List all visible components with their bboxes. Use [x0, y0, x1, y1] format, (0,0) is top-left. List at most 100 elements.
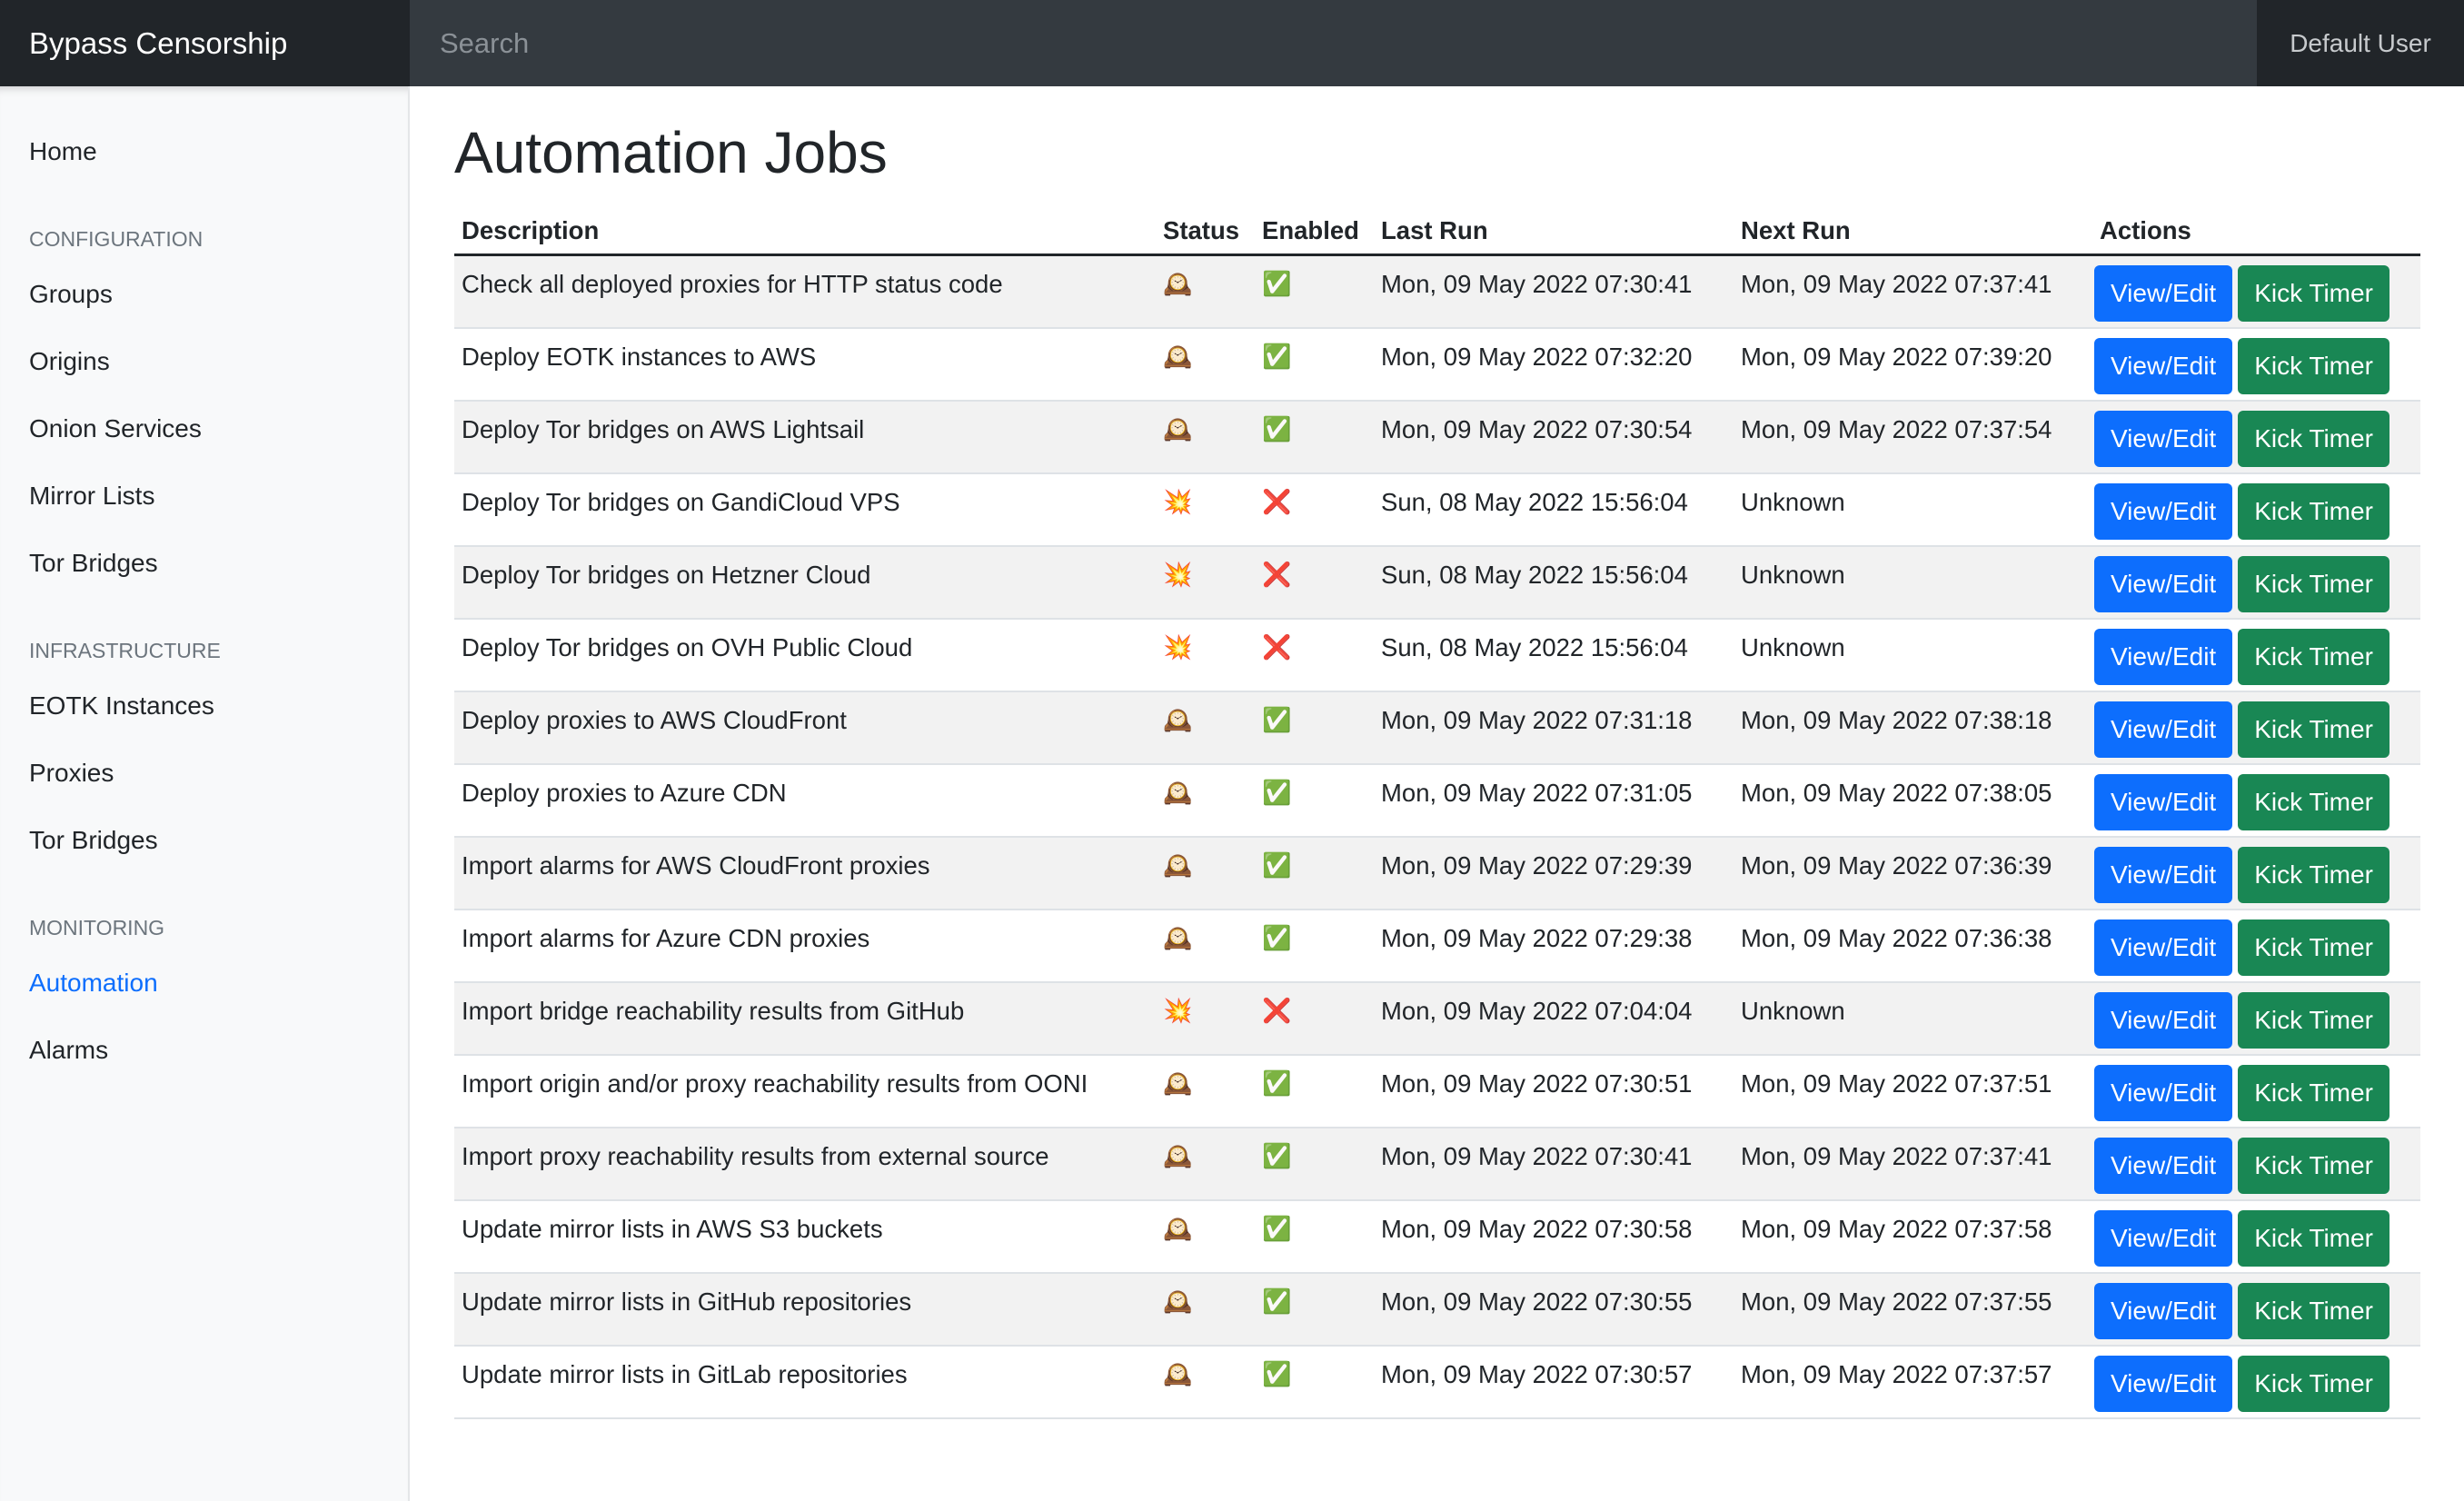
view-edit-button[interactable]: View/Edit [2094, 1064, 2233, 1121]
last-run: Mon, 09 May 2022 07:31:18 [1374, 691, 1734, 765]
column-header: Description [454, 207, 1156, 256]
kick-timer-button[interactable]: Kick Timer [2238, 701, 2389, 758]
view-edit-button[interactable]: View/Edit [2094, 265, 2233, 322]
kick-timer-button[interactable]: Kick Timer [2238, 265, 2389, 322]
last-run: Mon, 09 May 2022 07:32:20 [1374, 327, 1734, 402]
status-icon: 💥 [1156, 981, 1255, 1056]
nav-link[interactable]: Onion Services [29, 414, 202, 442]
search-input[interactable] [410, 0, 2257, 86]
status-icon: 🕰️ [1156, 254, 1255, 329]
job-description: Check all deployed proxies for HTTP stat… [454, 254, 1156, 329]
view-edit-button[interactable]: View/Edit [2094, 1137, 2233, 1194]
job-description: Deploy EOTK instances to AWS [454, 327, 1156, 402]
enabled-icon: ✅ [1255, 1199, 1374, 1274]
last-run: Mon, 09 May 2022 07:30:58 [1374, 1199, 1734, 1274]
status-icon: 🕰️ [1156, 763, 1255, 838]
enabled-icon: ✅ [1255, 1272, 1374, 1347]
kick-timer-button[interactable]: Kick Timer [2238, 991, 2389, 1049]
view-edit-button[interactable]: View/Edit [2094, 555, 2233, 612]
next-run: Mon, 09 May 2022 07:36:38 [1734, 909, 2092, 983]
actions-cell: View/Edit Kick Timer [2092, 1272, 2420, 1347]
kick-timer-button[interactable]: Kick Timer [2238, 1064, 2389, 1121]
kick-timer-button[interactable]: Kick Timer [2238, 628, 2389, 685]
table-row: Import alarms for AWS CloudFront proxies… [454, 836, 2420, 910]
header-row: Description Status Enabled Last Run Next Run… [454, 207, 2420, 256]
view-edit-button[interactable]: View/Edit [2094, 991, 2233, 1049]
actions-cell: View/Edit Kick Timer [2092, 400, 2420, 474]
status-icon: 💥 [1156, 472, 1255, 547]
nav-link[interactable]: Automation [29, 969, 158, 997]
view-edit-button[interactable]: View/Edit [2094, 701, 2233, 758]
enabled-icon: ✅ [1255, 691, 1374, 765]
view-edit-button[interactable]: View/Edit [2094, 1282, 2233, 1339]
view-edit-button[interactable]: View/Edit [2094, 337, 2233, 394]
kick-timer-button[interactable]: Kick Timer [2238, 555, 2389, 612]
job-description: Update mirror lists in AWS S3 buckets [454, 1199, 1156, 1274]
column-header: Last Run [1374, 207, 1734, 256]
kick-timer-button[interactable]: Kick Timer [2238, 1137, 2389, 1194]
job-description: Deploy Tor bridges on GandiCloud VPS [454, 472, 1156, 547]
kick-timer-button[interactable]: Kick Timer [2238, 1209, 2389, 1267]
kick-timer-button[interactable]: Kick Timer [2238, 919, 2389, 976]
last-run: Mon, 09 May 2022 07:30:57 [1374, 1345, 1734, 1419]
actions-cell: View/Edit Kick Timer [2092, 1054, 2420, 1128]
enabled-icon: ✅ [1255, 836, 1374, 910]
kick-timer-button[interactable]: Kick Timer [2238, 410, 2389, 467]
table-row: Update mirror lists in GitHub repositori… [454, 1272, 2420, 1347]
enabled-icon: ✅ [1255, 1054, 1374, 1128]
view-edit-button[interactable]: View/Edit [2094, 410, 2233, 467]
column-header: Status [1156, 207, 1255, 256]
table-row: Deploy Tor bridges on Hetzner Cloud 💥 ❌ Sun… [454, 545, 2420, 620]
section-heading: MONITORING [29, 916, 165, 939]
kick-timer-button[interactable]: Kick Timer [2238, 1282, 2389, 1339]
job-description: Deploy Tor bridges on Hetzner Cloud [454, 545, 1156, 620]
actions-cell: View/Edit Kick Timer [2092, 618, 2420, 692]
last-run: Mon, 09 May 2022 07:29:38 [1374, 909, 1734, 983]
section-heading: CONFIGURATION [29, 227, 204, 251]
status-icon: 🕰️ [1156, 1127, 1255, 1201]
kick-timer-button[interactable]: Kick Timer [2238, 773, 2389, 830]
table-row: Import alarms for Azure CDN proxies 🕰️ ✅ Mo… [454, 909, 2420, 983]
view-edit-button[interactable]: View/Edit [2094, 482, 2233, 540]
enabled-icon: ❌ [1255, 472, 1374, 547]
nav-link[interactable]: Tor Bridges [29, 549, 158, 577]
view-edit-button[interactable]: View/Edit [2094, 773, 2233, 830]
last-run: Mon, 09 May 2022 07:31:05 [1374, 763, 1734, 838]
view-edit-button[interactable]: View/Edit [2094, 1355, 2233, 1412]
nav-link[interactable]: EOTK Instances [29, 691, 214, 720]
last-run: Mon, 09 May 2022 07:29:39 [1374, 836, 1734, 910]
brand[interactable]: Bypass Censorship [0, 0, 410, 86]
nav-link[interactable]: Alarms [29, 1036, 109, 1064]
kick-timer-button[interactable]: Kick Timer [2238, 846, 2389, 903]
last-run: Mon, 09 May 2022 07:30:51 [1374, 1054, 1734, 1128]
view-edit-button[interactable]: View/Edit [2094, 846, 2233, 903]
job-description: Deploy proxies to AWS CloudFront [454, 691, 1156, 765]
view-edit-button[interactable]: View/Edit [2094, 1209, 2233, 1267]
actions-cell: View/Edit Kick Timer [2092, 981, 2420, 1056]
kick-timer-button[interactable]: Kick Timer [2238, 482, 2389, 540]
nav-link[interactable]: Tor Bridges [29, 826, 158, 854]
kick-timer-button[interactable]: Kick Timer [2238, 337, 2389, 394]
enabled-icon: ❌ [1255, 981, 1374, 1056]
next-run: Mon, 09 May 2022 07:37:54 [1734, 400, 2092, 474]
enabled-icon: ✅ [1255, 909, 1374, 983]
nav-link[interactable]: Mirror Lists [29, 482, 155, 510]
next-run: Unknown [1734, 472, 2092, 547]
actions-cell: View/Edit Kick Timer [2092, 909, 2420, 983]
status-icon: 🕰️ [1156, 1199, 1255, 1274]
enabled-icon: ✅ [1255, 763, 1374, 838]
nav-link[interactable]: Home [29, 137, 97, 165]
actions-cell: View/Edit Kick Timer [2092, 254, 2420, 329]
nav-link[interactable]: Proxies [29, 759, 114, 787]
next-run: Unknown [1734, 981, 2092, 1056]
view-edit-button[interactable]: View/Edit [2094, 628, 2233, 685]
user-menu[interactable]: Default User [2257, 0, 2464, 86]
status-icon: 🕰️ [1156, 836, 1255, 910]
view-edit-button[interactable]: View/Edit [2094, 919, 2233, 976]
status-icon: 🕰️ [1156, 1272, 1255, 1347]
kick-timer-button[interactable]: Kick Timer [2238, 1355, 2389, 1412]
nav-link[interactable]: Groups [29, 280, 113, 308]
table-row: Deploy Tor bridges on GandiCloud VPS 💥 ❌ Su… [454, 472, 2420, 547]
nav-link[interactable]: Origins [29, 347, 110, 375]
